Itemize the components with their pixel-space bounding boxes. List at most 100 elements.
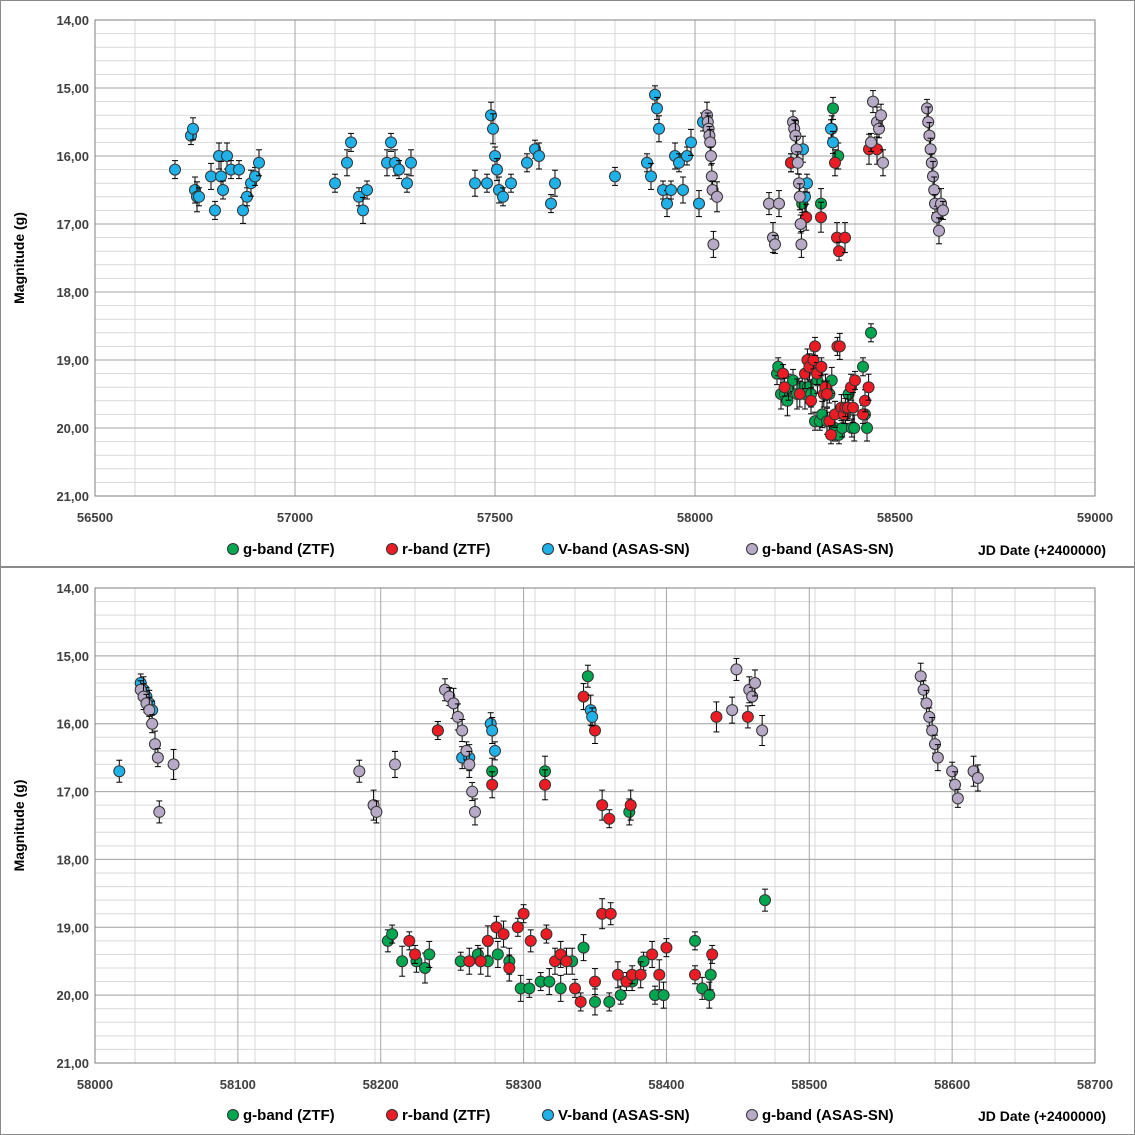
data-point [710, 710, 723, 723]
legend-marker [227, 1109, 239, 1121]
series-0 [381, 664, 771, 1016]
data-point [560, 955, 573, 968]
y-tick-label: 19,00 [56, 920, 89, 935]
data-point [759, 894, 771, 907]
data-point [646, 948, 659, 961]
data-point [603, 812, 616, 825]
data-point [848, 422, 861, 434]
x-axis-title: JD Date (+2400000) [978, 542, 1106, 558]
data-point [937, 204, 949, 217]
data-point [481, 934, 494, 947]
data-point [746, 690, 759, 703]
data-point [233, 163, 245, 176]
data-point [790, 143, 803, 156]
data-point [113, 765, 126, 778]
data-point [921, 102, 933, 115]
x-tick-label: 57500 [477, 510, 513, 525]
data-point [649, 88, 661, 101]
data-point [923, 710, 936, 723]
data-point [847, 401, 859, 414]
series-3 [134, 657, 984, 826]
y-tick-label: 20,00 [56, 988, 89, 1003]
data-point [849, 374, 861, 387]
data-point [951, 792, 964, 805]
data-point [577, 690, 590, 703]
data-point [329, 177, 341, 190]
legend-marker [386, 1109, 398, 1121]
data-point [922, 116, 935, 128]
x-tick-label: 56500 [77, 510, 113, 525]
data-point [487, 122, 499, 135]
y-tick-label: 19,00 [56, 353, 89, 368]
data-point [660, 941, 673, 954]
data-point [503, 962, 516, 974]
data-point [704, 968, 717, 981]
data-point [485, 109, 497, 122]
data-point [574, 995, 587, 1008]
data-point [489, 150, 501, 162]
x-axis-title: JD Date (+2400000) [978, 1108, 1106, 1124]
data-point [706, 948, 719, 961]
data-point [923, 129, 936, 142]
chart-panel-top: 56500 57000 57500 58000 58500 59000 14,00 15,00… [0, 0, 1135, 567]
data-point [221, 150, 233, 162]
data-point [569, 982, 581, 995]
data-point [169, 163, 181, 176]
legend-marker [542, 1109, 554, 1121]
data-point [589, 724, 601, 737]
data-point [357, 204, 369, 217]
data-point [143, 704, 156, 717]
data-point [401, 177, 413, 190]
legend-marker [746, 543, 758, 555]
data-point [474, 955, 487, 968]
legend-marker [746, 1109, 758, 1121]
data-point [524, 934, 537, 947]
data-point [795, 238, 808, 251]
data-point [447, 697, 460, 710]
data-point [825, 428, 837, 441]
data-point [677, 184, 689, 196]
data-point [928, 184, 941, 196]
legend-marker [227, 543, 239, 555]
data-point [517, 907, 530, 920]
y-tick-label: 17,00 [56, 217, 89, 232]
data-point [861, 422, 873, 434]
data-point [914, 670, 927, 683]
data-point [345, 136, 357, 149]
data-point [386, 928, 399, 941]
data-point [341, 156, 353, 169]
data-point [604, 907, 617, 920]
data-point [705, 170, 718, 183]
y-tick-label: 15,00 [56, 81, 89, 96]
data-point [609, 170, 621, 183]
x-tick-label: 58000 [677, 510, 713, 525]
data-point [466, 785, 479, 798]
data-point [577, 941, 590, 954]
legend-label: r-band (ZTF) [402, 1107, 490, 1124]
chart-bottom-svg: 58000 58100 58200 58300 58400 58500 58600 58700… [11, 581, 1113, 1124]
x-tick-label: 58700 [1077, 1077, 1113, 1092]
data-point [554, 982, 567, 995]
x-tick-label: 58600 [934, 1077, 970, 1092]
data-point [523, 982, 536, 995]
y-tick-label: 20,00 [56, 421, 89, 436]
data-point [405, 156, 417, 169]
plot-frame [94, 19, 1096, 497]
data-point [491, 948, 504, 961]
x-tick-label: 58100 [220, 1077, 256, 1092]
data-point [857, 408, 869, 421]
data-point [661, 197, 673, 210]
data-point [839, 231, 851, 244]
data-point [389, 758, 401, 771]
data-point [589, 975, 601, 988]
x-tick-label: 58500 [877, 510, 913, 525]
data-point [193, 190, 205, 203]
data-point [805, 394, 817, 407]
data-point [469, 805, 481, 818]
data-point [456, 724, 469, 737]
x-tick-label: 58200 [363, 1077, 399, 1092]
data-point [624, 799, 637, 812]
data-point [815, 360, 828, 373]
data-point [787, 374, 799, 387]
x-tick-label: 58400 [648, 1077, 684, 1092]
